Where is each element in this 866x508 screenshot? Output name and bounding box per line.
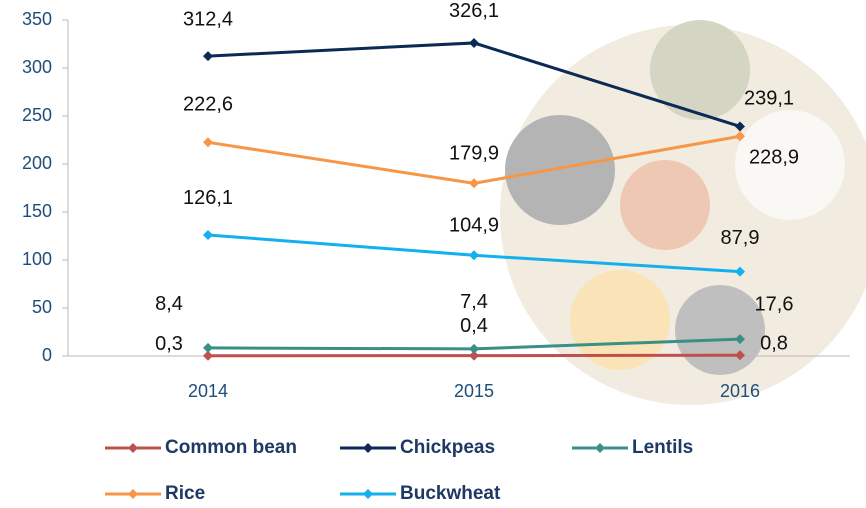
data-label: 179,9 <box>449 143 499 165</box>
y-tick-label: 250 <box>22 105 52 125</box>
legend-marker <box>128 489 138 499</box>
legend-label: Chickpeas <box>400 437 495 458</box>
bean-patch <box>505 115 615 225</box>
legend-marker <box>363 443 373 453</box>
data-label: 326,1 <box>449 0 499 22</box>
x-tick-label: 2014 <box>188 381 228 401</box>
data-label: 87,9 <box>721 227 760 249</box>
data-label: 312,4 <box>183 8 233 30</box>
data-label: 7,4 <box>460 291 488 313</box>
y-tick-label: 200 <box>22 153 52 173</box>
legend-label: Common bean <box>165 437 297 458</box>
bean-patch <box>675 285 765 375</box>
bean-patch <box>620 160 710 250</box>
data-label: 8,4 <box>155 293 183 315</box>
data-label: 0,4 <box>460 315 488 337</box>
data-point <box>203 343 213 353</box>
data-point <box>203 230 213 240</box>
legend-label: Rice <box>165 483 205 504</box>
data-label: 0,3 <box>155 333 183 355</box>
legend-marker <box>595 443 605 453</box>
legend-label: Lentils <box>632 437 693 458</box>
y-tick-label: 150 <box>22 201 52 221</box>
y-tick-label: 50 <box>32 297 52 317</box>
y-tick-label: 100 <box>22 249 52 269</box>
legend-marker <box>128 443 138 453</box>
data-label: 0,8 <box>760 333 788 355</box>
data-point <box>469 38 479 48</box>
x-tick-label: 2015 <box>454 381 494 401</box>
y-tick-label: 350 <box>22 9 52 29</box>
data-point <box>203 51 213 61</box>
data-point <box>469 344 479 354</box>
data-label: 17,6 <box>755 293 794 315</box>
data-label: 228,9 <box>749 147 799 169</box>
chart: 0 50 100 150 200 250 300 350 2014 2015 2016 0,3 0,4 0… <box>0 0 866 508</box>
data-point <box>203 137 213 147</box>
y-tick-label: 300 <box>22 57 52 77</box>
y-tick-label: 0 <box>42 345 52 365</box>
data-point <box>469 178 479 188</box>
data-label: 104,9 <box>449 215 499 237</box>
data-label: 239,1 <box>744 88 794 110</box>
data-label: 126,1 <box>183 187 233 209</box>
data-point <box>469 250 479 260</box>
x-tick-label: 2016 <box>720 381 760 401</box>
legend-label: Buckwheat <box>400 483 501 504</box>
data-label: 222,6 <box>183 94 233 116</box>
legend-marker <box>363 489 373 499</box>
bean-patch <box>650 20 750 120</box>
